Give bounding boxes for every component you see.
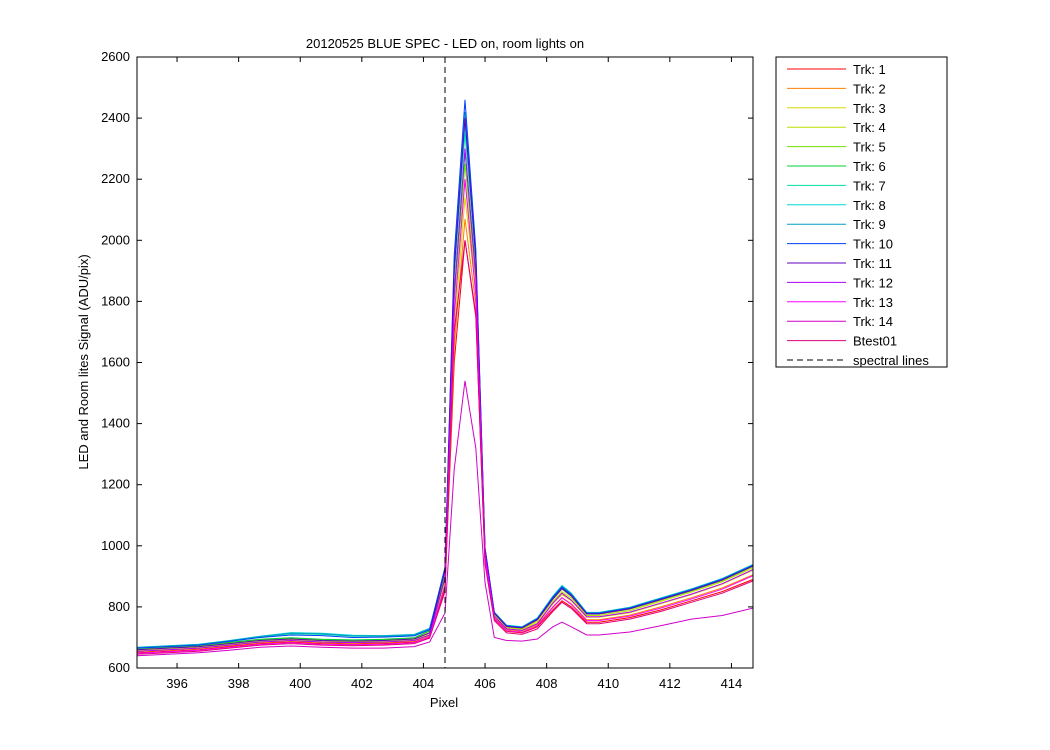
y-tick-label: 2600 — [101, 49, 130, 64]
legend-label: Trk: 10 — [853, 237, 893, 252]
legend-label: Trk: 11 — [853, 256, 892, 271]
x-tick-label: 402 — [351, 676, 373, 691]
legend-label: Trk: 14 — [853, 314, 893, 329]
legend-label: Trk: 7 — [853, 178, 886, 193]
legend-label: spectral lines — [853, 353, 929, 368]
x-tick-label: 404 — [413, 676, 435, 691]
legend-label: Trk: 4 — [853, 120, 886, 135]
legend-label: Trk: 2 — [853, 81, 886, 96]
legend-label: Trk: 5 — [853, 140, 886, 155]
plot-area-frame — [136, 56, 754, 669]
x-axis-label: Pixel — [430, 695, 458, 710]
legend-label: Btest01 — [853, 334, 897, 349]
y-axis-label: LED and Room lites Signal (ADU/pix) — [76, 254, 91, 469]
legend-label: Trk: 1 — [853, 62, 886, 77]
legend-label: Trk: 13 — [853, 295, 893, 310]
y-tick-label: 2000 — [101, 232, 130, 247]
y-tick-label: 1400 — [101, 416, 130, 431]
y-tick-label: 1600 — [101, 355, 130, 370]
series-line-14 — [137, 380, 753, 657]
x-tick-label: 410 — [597, 676, 619, 691]
y-tick-label: 600 — [108, 660, 130, 675]
x-tick-label: 398 — [228, 676, 250, 691]
plot-lines — [137, 57, 753, 668]
legend: Trk: 1 Trk: 2 Trk: 3 Trk: 4 Trk: 5 Trk: 6 Trk:… — [775, 56, 948, 368]
y-tick-label: 2200 — [101, 171, 130, 186]
y-tick-label: 2400 — [101, 110, 130, 125]
legend-label: Trk: 9 — [853, 217, 886, 232]
legend-box — [775, 56, 948, 368]
y-tick-label: 800 — [108, 599, 130, 614]
x-tick-label: 396 — [166, 676, 188, 691]
legend-label: Trk: 12 — [853, 275, 893, 290]
x-tick-label: 408 — [536, 676, 558, 691]
y-tick-label: 1800 — [101, 293, 130, 308]
series-line-15 — [137, 240, 753, 655]
y-tick-label: 1200 — [101, 477, 130, 492]
ticks: 600 800 1000 1200 1400 1600 1800 2000 2200 2400 26… — [101, 49, 753, 691]
legend-label: Trk: 6 — [853, 159, 886, 174]
legend-label: Trk: 8 — [853, 198, 886, 213]
y-tick-label: 1000 — [101, 538, 130, 553]
x-tick-label: 406 — [474, 676, 496, 691]
chart-title: 20120525 BLUE SPEC - LED on, room lights… — [306, 36, 584, 51]
x-tick-label: 400 — [289, 676, 311, 691]
x-tick-label: 412 — [659, 676, 681, 691]
x-tick-label: 414 — [721, 676, 743, 691]
legend-label: Trk: 3 — [853, 101, 886, 116]
